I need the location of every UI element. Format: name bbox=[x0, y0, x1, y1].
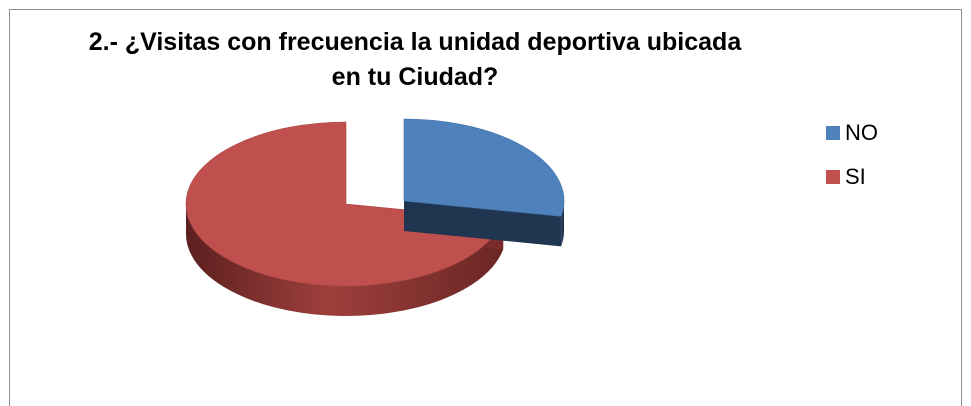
legend-label-no: NO bbox=[845, 119, 878, 145]
legend-label-si: SI bbox=[845, 163, 866, 189]
pie-slice-no bbox=[403, 118, 565, 247]
legend-swatch-si bbox=[826, 169, 840, 184]
legend: NO SI bbox=[826, 120, 878, 208]
pie-slice-wall-no-1 bbox=[404, 201, 562, 247]
pie-slice-side-si bbox=[186, 204, 504, 317]
pie-slice-si bbox=[185, 121, 504, 317]
pie-slice-side-no bbox=[561, 201, 564, 247]
pie-slice-top-si bbox=[185, 121, 504, 287]
chart-title: 2.- ¿Visitas con frecuencia la unidad de… bbox=[88, 28, 742, 91]
legend-item-no: NO bbox=[826, 120, 878, 145]
pie-slice-top-no bbox=[403, 118, 565, 217]
legend-item-si: SI bbox=[826, 164, 878, 189]
legend-swatch-no bbox=[826, 125, 840, 140]
